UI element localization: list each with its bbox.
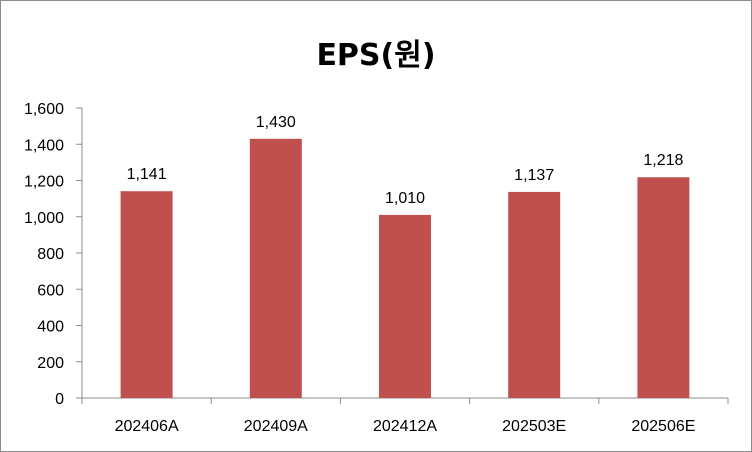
data-labels: 1,141 1,430 1,010 1,137 1,218 [127, 114, 684, 207]
chart-title: EPS(원) [316, 38, 436, 73]
x-tick-label: 202506E [631, 418, 695, 435]
bar [508, 191, 561, 398]
x-axis: 202406A 202409A 202412A 202503E 202506E [81, 397, 729, 435]
bar [379, 214, 431, 398]
bar [120, 191, 173, 398]
data-label: 1,010 [385, 190, 425, 207]
y-tick-label: 0 [55, 391, 64, 408]
data-label: 1,137 [514, 167, 554, 184]
data-label: 1,218 [643, 152, 683, 169]
x-tick-label: 202412A [373, 418, 437, 435]
bars [120, 138, 690, 398]
y-axis: 0 200 400 600 800 1,000 1,200 1,400 1,600 [24, 101, 83, 408]
y-tick-label: 1,000 [24, 210, 64, 227]
bar [249, 138, 302, 398]
y-tick-label: 1,600 [24, 101, 64, 118]
data-label: 1,141 [127, 166, 167, 183]
x-tick-label: 202409A [244, 418, 308, 435]
y-tick-label: 200 [37, 355, 64, 372]
y-tick-label: 800 [37, 246, 64, 263]
bar [637, 177, 690, 398]
data-label: 1,430 [256, 114, 296, 131]
y-tick-label: 1,200 [24, 174, 64, 191]
y-tick-label: 600 [37, 282, 64, 299]
y-tick-label: 1,400 [24, 137, 64, 154]
y-tick-label: 400 [37, 319, 64, 336]
x-tick-label: 202503E [502, 418, 566, 435]
x-tick-label: 202406A [115, 418, 179, 435]
